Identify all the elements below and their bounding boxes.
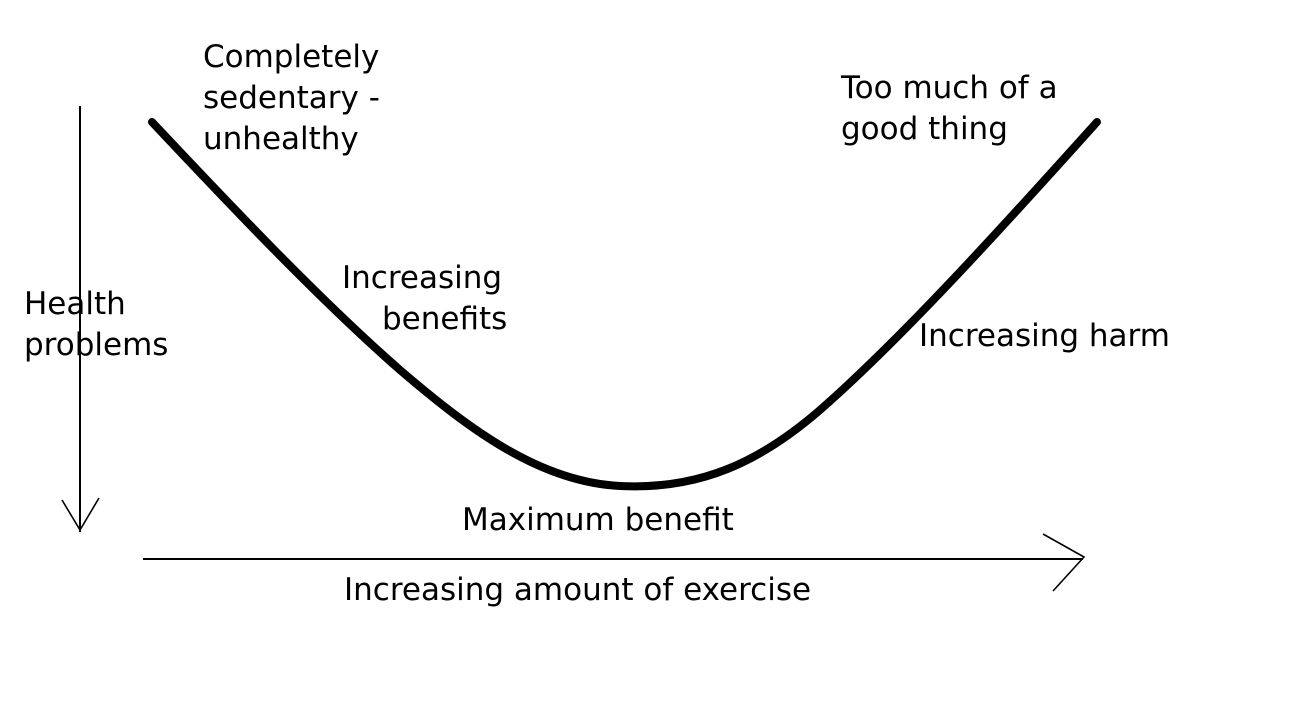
label-line: problems	[24, 327, 169, 363]
label-line: good thing	[841, 111, 1008, 147]
label-line: unhealthy	[203, 121, 359, 157]
y-axis-label-health-problems: Health problems	[24, 284, 168, 366]
label-line: Increasing	[342, 260, 503, 296]
x-axis-label: Increasing amount of exercise	[344, 572, 812, 608]
y-axis-arrowhead	[61, 497, 100, 532]
label-line: benefits	[382, 301, 508, 337]
label-line: Too much of a	[841, 70, 1058, 106]
label-line: Health	[24, 286, 126, 322]
label-line: Completely	[203, 39, 380, 75]
label-line: sedentary -	[203, 80, 380, 116]
label-maximum-benefit: Maximum benefit	[462, 502, 734, 538]
label-too-much-of-a-good-thing: Too much of a good thing	[841, 68, 1058, 150]
y-axis-arrow	[61, 106, 100, 532]
x-axis-arrow	[143, 533, 1086, 592]
label-completely-sedentary: Completely sedentary - unhealthy	[203, 37, 380, 160]
label-increasing-benefits: Increasing benefits	[342, 258, 507, 340]
x-axis-arrowhead	[1042, 533, 1086, 592]
u-curve	[148, 118, 1101, 491]
label-increasing-harm: Increasing harm	[919, 318, 1170, 354]
